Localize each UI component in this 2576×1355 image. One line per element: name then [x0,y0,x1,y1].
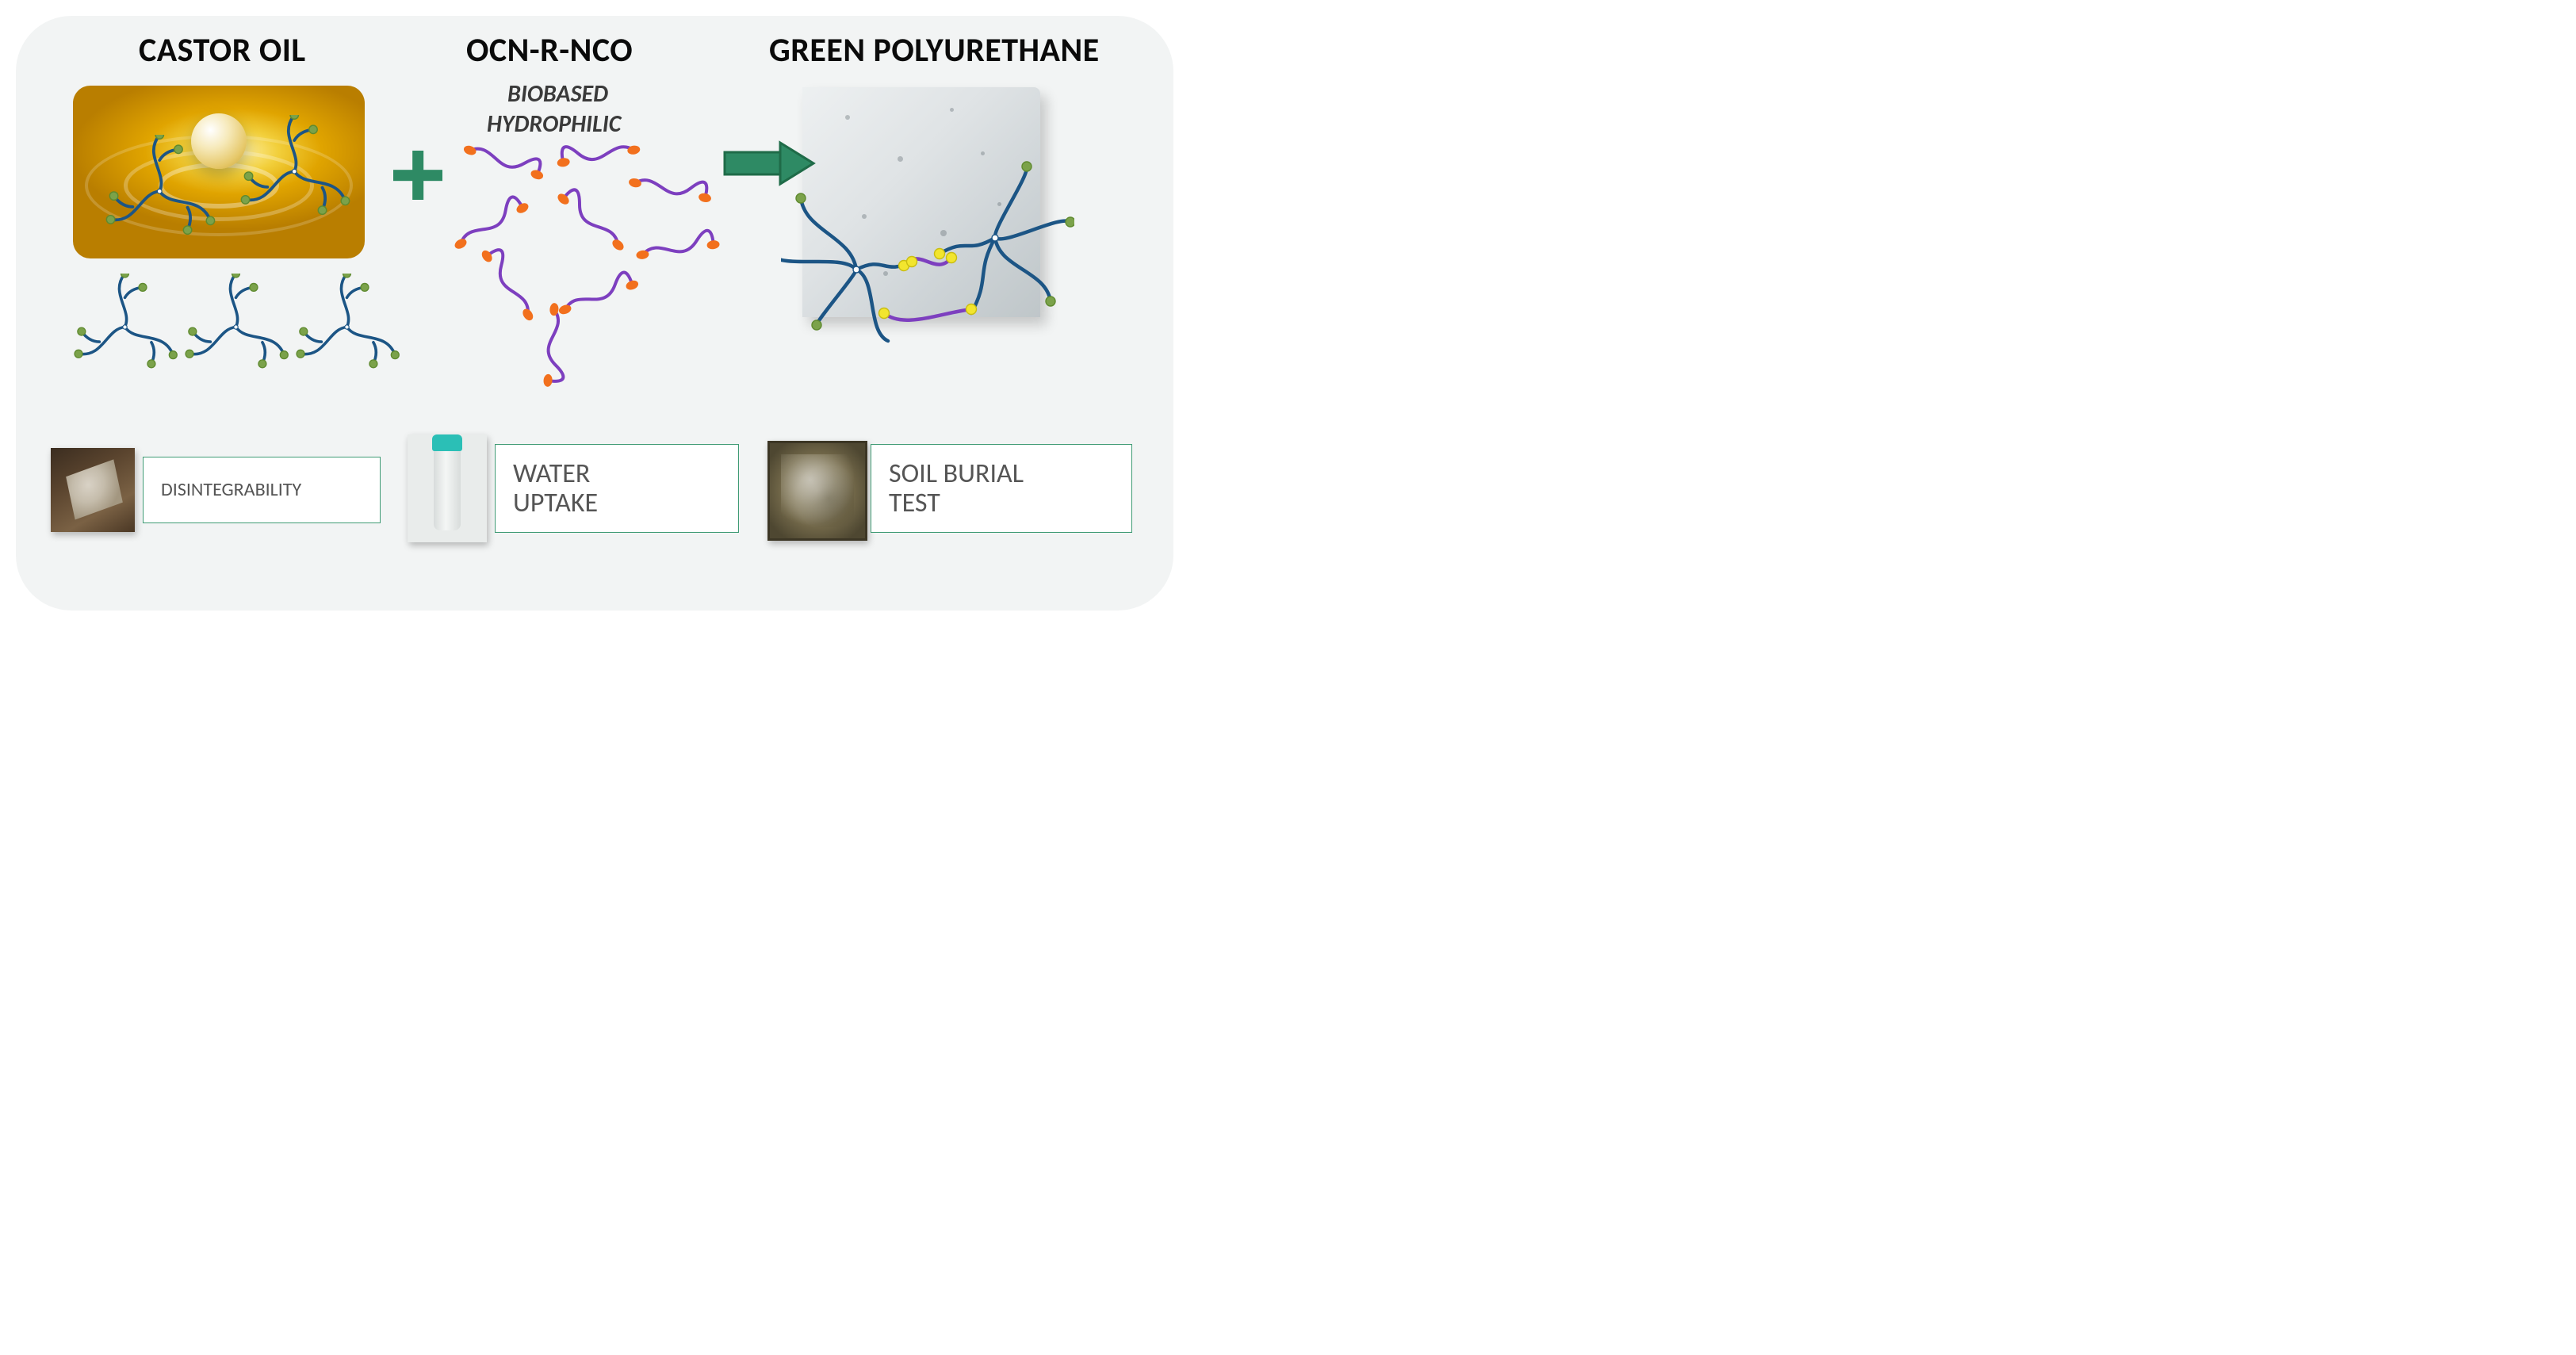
castor-molecule [238,115,351,228]
castor-molecule [103,135,216,248]
water-uptake-box: WATERUPTAKE [495,444,739,533]
title-castor-oil: CASTOR OIL [139,30,306,71]
title-green-polyurethane: GREEN POLYURETHANE [769,30,1100,71]
plus-icon [393,151,442,200]
figure-root: CASTOR OIL OCN-R-NCO GREEN POLYURETHANE … [0,0,1189,626]
soil-burial-label: SOIL BURIALTEST [889,459,1024,519]
disintegrability-label: DISINTEGRABILITY [161,480,301,500]
castor-molecule [182,274,289,381]
subtitle-biobased: BIOBASED [507,79,608,109]
polyurethane-network-drawing [781,119,1074,389]
subtitle-hydrophilic: HYDROPHILIC [487,109,621,139]
disintegrability-box: DISINTEGRABILITY [143,457,381,523]
soil-burial-thumbnail [767,441,867,541]
castor-molecule [293,274,400,381]
water-uptake-label: WATERUPTAKE [513,459,598,519]
soil-burial-box: SOIL BURIALTEST [871,444,1132,533]
water-uptake-thumbnail [408,434,487,542]
title-ocn-r-nco: OCN-R-NCO [466,30,633,71]
castor-molecule [71,274,178,381]
disintegrability-thumbnail [51,448,135,532]
diisocyanate-molecule [527,300,574,390]
